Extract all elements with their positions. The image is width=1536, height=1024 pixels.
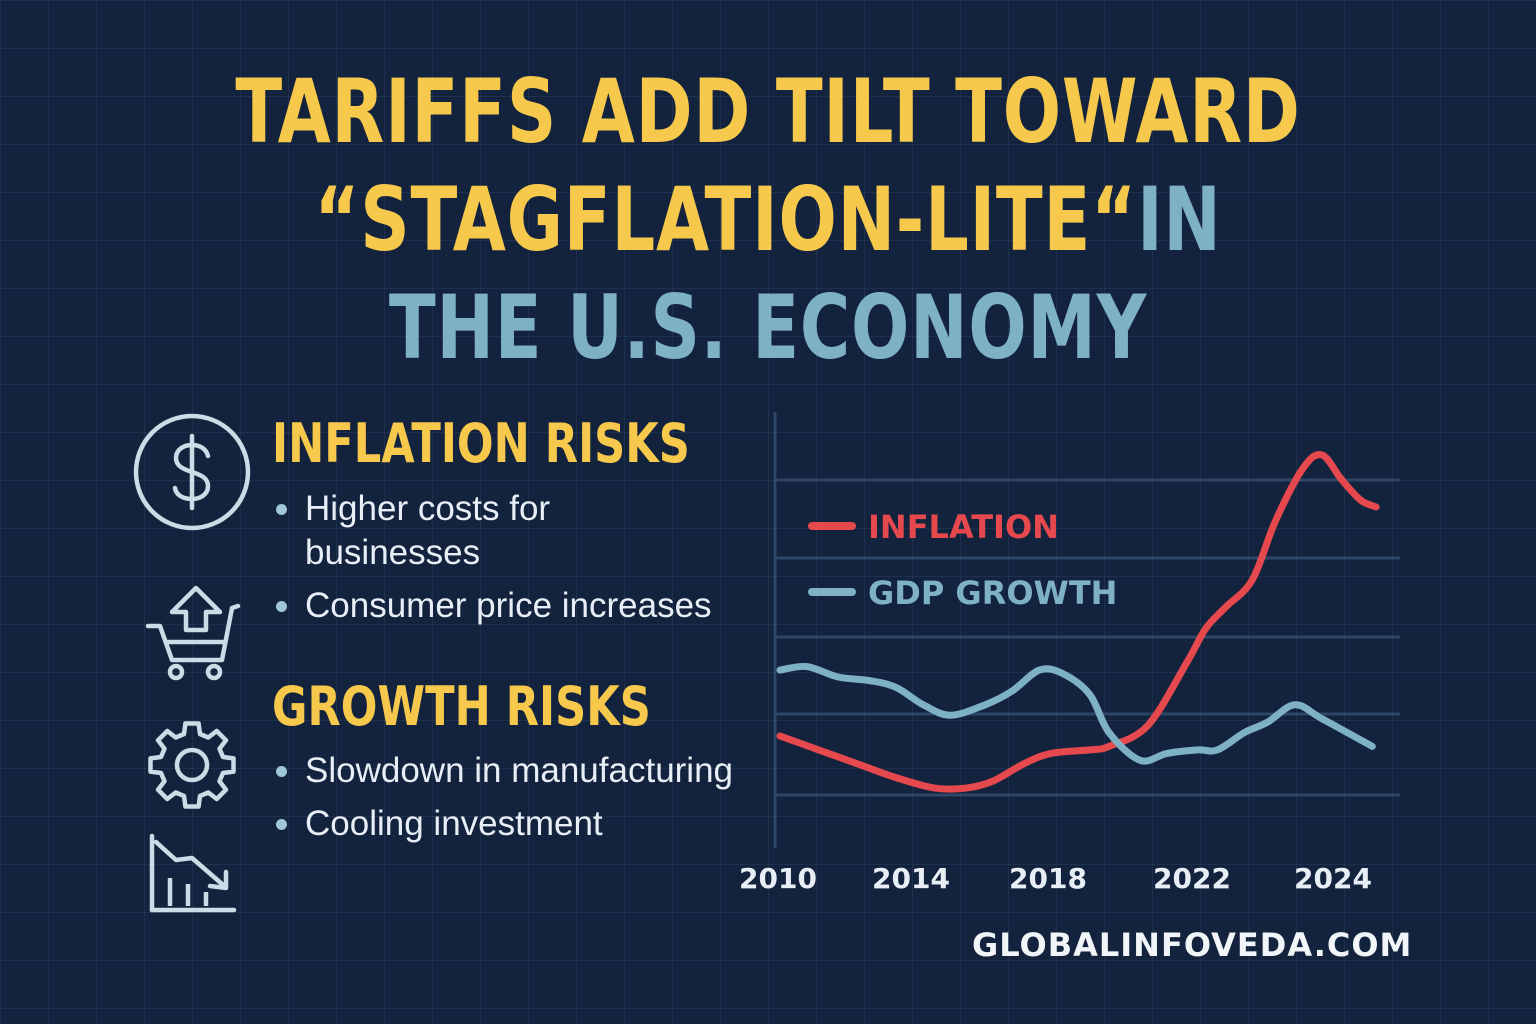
growth-risks-heading: GROWTH RISKS (272, 675, 651, 738)
cart-arrow-up-icon (145, 585, 241, 681)
x-tick-label-2024: 2024 (1294, 862, 1372, 895)
x-tick-label-2022: 2022 (1153, 862, 1231, 895)
title-line-2-rest: IN (1137, 168, 1222, 271)
bullet-higher-costs-cont: businesses (305, 533, 481, 572)
x-tick-label-2010: 2010 (739, 862, 817, 895)
legend-label-2: GDP GROWTH (868, 574, 1117, 612)
x-tick-label-2014: 2014 (872, 862, 950, 895)
inflation-risks-heading: INFLATION RISKS (272, 412, 690, 475)
bullet-manufacturing: Slowdown in manufacturing (275, 749, 733, 793)
title-line-3: THE U.S. ECONOMY (388, 276, 1148, 379)
series-line-inflation (776, 451, 1380, 793)
bullet-consumer-prices: Consumer price increases (276, 584, 712, 628)
bullet-investment: Cooling investment (276, 802, 603, 846)
title-line-2: “STAGFLATION-LITE“IN (169, 166, 1367, 274)
gear-icon (148, 721, 236, 809)
page-title: TARIFFS ADD TILT TOWARD “STAGFLATION-LIT… (169, 58, 1367, 382)
legend-label-1: INFLATION (868, 508, 1059, 546)
title-line-1: TARIFFS ADD TILT TOWARD (235, 60, 1301, 163)
series-line-gdp-growth (776, 662, 1376, 765)
title-highlight: “STAGFLATION-LITE“ (314, 168, 1138, 271)
x-tick-label-2018: 2018 (1009, 862, 1087, 895)
bullet-higher-costs: Higher costs for (275, 487, 550, 531)
footer-website: GLOBALINFOVEDA.COM (972, 926, 1413, 964)
dollar-circle-icon (133, 413, 251, 531)
chart-down-arrow-icon (149, 833, 237, 913)
